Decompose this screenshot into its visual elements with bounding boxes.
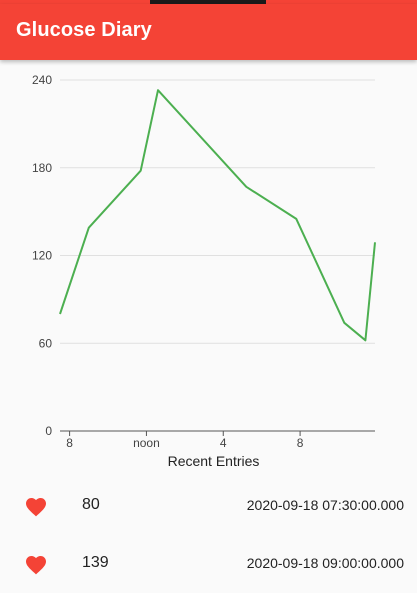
- status-bar-notch: [150, 0, 266, 4]
- x-tick-label: 8: [66, 436, 73, 450]
- entry-timestamp: 2020-09-18 07:30:00.000: [246, 497, 404, 513]
- entry-value: 139: [82, 554, 109, 571]
- x-axis-title: Recent Entries: [168, 453, 260, 469]
- status-bar: [0, 0, 417, 4]
- x-tick-label: 8: [297, 436, 304, 450]
- y-tick-label: 120: [32, 249, 52, 263]
- entry-row-2[interactable]: 139 2020-09-18 09:00:00.000: [0, 537, 417, 593]
- entry-row-1[interactable]: 80 2020-09-18 07:30:00.000: [0, 479, 417, 535]
- x-tick-label: noon: [133, 436, 160, 450]
- glucose-series-line: [59, 89, 376, 342]
- app-bar: Glucose Diary: [0, 4, 417, 60]
- glucose-chart: 0 60 120 180 240 8 noon 4 8 Recent Entries: [0, 60, 417, 480]
- y-tick-label: 240: [32, 73, 52, 87]
- entry-timestamp: 2020-09-18 09:00:00.000: [246, 555, 404, 571]
- x-tick-label: 4: [220, 436, 227, 450]
- entry-value: 80: [82, 496, 100, 513]
- y-tick-label: 180: [32, 161, 52, 175]
- heart-icon: [26, 498, 46, 517]
- y-tick-label: 60: [39, 336, 53, 350]
- glucose-line-chart: 0 60 120 180 240 8 noon 4 8 Recent Entries: [32, 73, 376, 469]
- app-title: Glucose Diary: [16, 19, 152, 41]
- y-tick-label: 0: [45, 424, 52, 438]
- heart-icon: [26, 556, 46, 575]
